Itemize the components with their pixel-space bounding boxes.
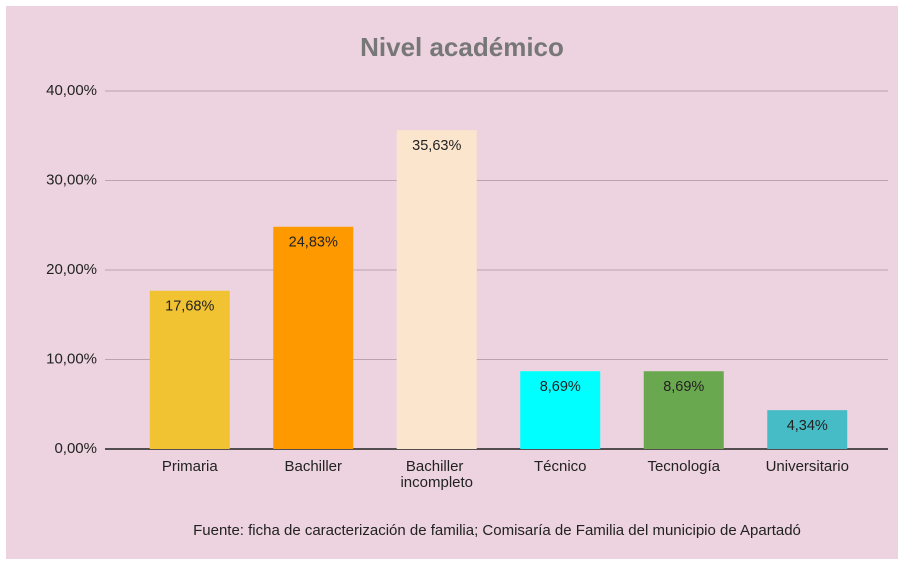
bar <box>767 410 848 449</box>
data-label: 24,83% <box>289 235 338 251</box>
x-tick-label: Universitario <box>766 458 849 475</box>
y-tick-label: 20,00% <box>46 261 97 278</box>
x-tick-label: Primaria <box>162 458 218 475</box>
source-note: Fuente: ficha de caracterización de fami… <box>193 522 801 539</box>
x-tick-label: Bachiller incompleto <box>400 458 473 491</box>
bar <box>396 130 477 449</box>
bar <box>643 371 724 449</box>
x-tick-label: Técnico <box>534 458 587 475</box>
data-label: 4,34% <box>787 418 828 434</box>
bar <box>520 371 601 449</box>
data-label: 8,69% <box>663 379 704 395</box>
chart-title: Nivel académico <box>360 32 564 62</box>
x-tick-label: Bachiller <box>284 458 342 475</box>
bar <box>273 226 354 449</box>
data-label: 35,63% <box>412 138 461 154</box>
bar <box>149 290 230 449</box>
data-label: 17,68% <box>165 299 214 315</box>
y-tick-label: 40,00% <box>46 82 97 99</box>
y-tick-label: 0,00% <box>54 440 97 457</box>
y-tick-label: 30,00% <box>46 171 97 188</box>
y-tick-label: 10,00% <box>46 350 97 367</box>
x-tick-label: Tecnología <box>647 458 720 475</box>
data-label: 8,69% <box>540 379 581 395</box>
